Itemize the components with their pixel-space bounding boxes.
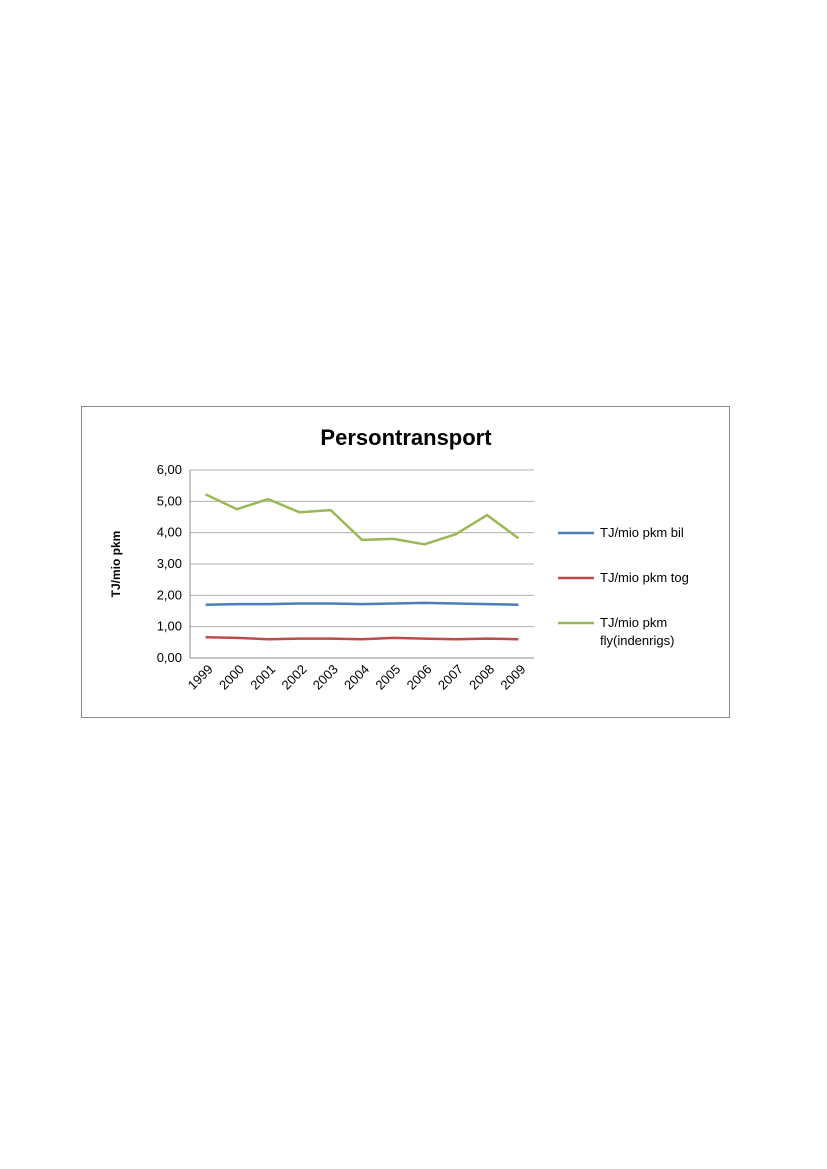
- y-axis-label: TJ/mio pkm: [109, 531, 123, 598]
- chart-frame: Persontransport TJ/mio pkm 0,00 1,00 2,00 3…: [81, 406, 730, 718]
- x-tick-labels: 1999 2000 2001 2002 2003 2004 2005 2006 2007 2008…: [185, 662, 529, 693]
- legend-label-0: TJ/mio pkm bil: [600, 525, 684, 540]
- x-tick-label: 2006: [404, 662, 435, 693]
- x-tick-label: 2007: [435, 662, 466, 693]
- x-tick-label: 2008: [466, 662, 497, 693]
- series-line-2: [205, 493, 520, 546]
- legend-label-1: TJ/mio pkm tog: [600, 570, 689, 585]
- x-tick-label: 2001: [247, 662, 278, 693]
- gridlines: [189, 469, 534, 659]
- y-tick-label: 6,00: [157, 462, 182, 477]
- x-tick-label: 2003: [310, 662, 341, 693]
- series-lines: [205, 493, 520, 641]
- series-line-0: [205, 601, 519, 606]
- chart-title: Persontransport: [320, 425, 492, 450]
- x-tick-label: 1999: [185, 662, 216, 693]
- x-tick-label: 2004: [341, 662, 372, 693]
- x-tick-label: 2000: [216, 662, 247, 693]
- legend-label-2: fly(indenrigs): [600, 633, 674, 648]
- y-tick-label: 3,00: [157, 556, 182, 571]
- x-tick-label: 2009: [497, 662, 528, 693]
- line-chart: Persontransport TJ/mio pkm 0,00 1,00 2,00 3…: [109, 425, 689, 693]
- y-tick-label: 4,00: [157, 525, 182, 540]
- y-tick-label: 1,00: [157, 619, 182, 634]
- series-line-1: [205, 636, 519, 641]
- x-tick-label: 2002: [279, 662, 310, 693]
- y-tick-labels: 0,00 1,00 2,00 3,00 4,00 5,00 6,00: [157, 462, 182, 665]
- x-tick-label: 2005: [372, 662, 403, 693]
- y-tick-label: 5,00: [157, 493, 182, 508]
- y-tick-label: 2,00: [157, 587, 182, 602]
- legend: TJ/mio pkm bil TJ/mio pkm tog TJ/mio pkm fl…: [558, 525, 689, 648]
- legend-label-2: TJ/mio pkm: [600, 615, 667, 630]
- y-tick-label: 0,00: [157, 650, 182, 665]
